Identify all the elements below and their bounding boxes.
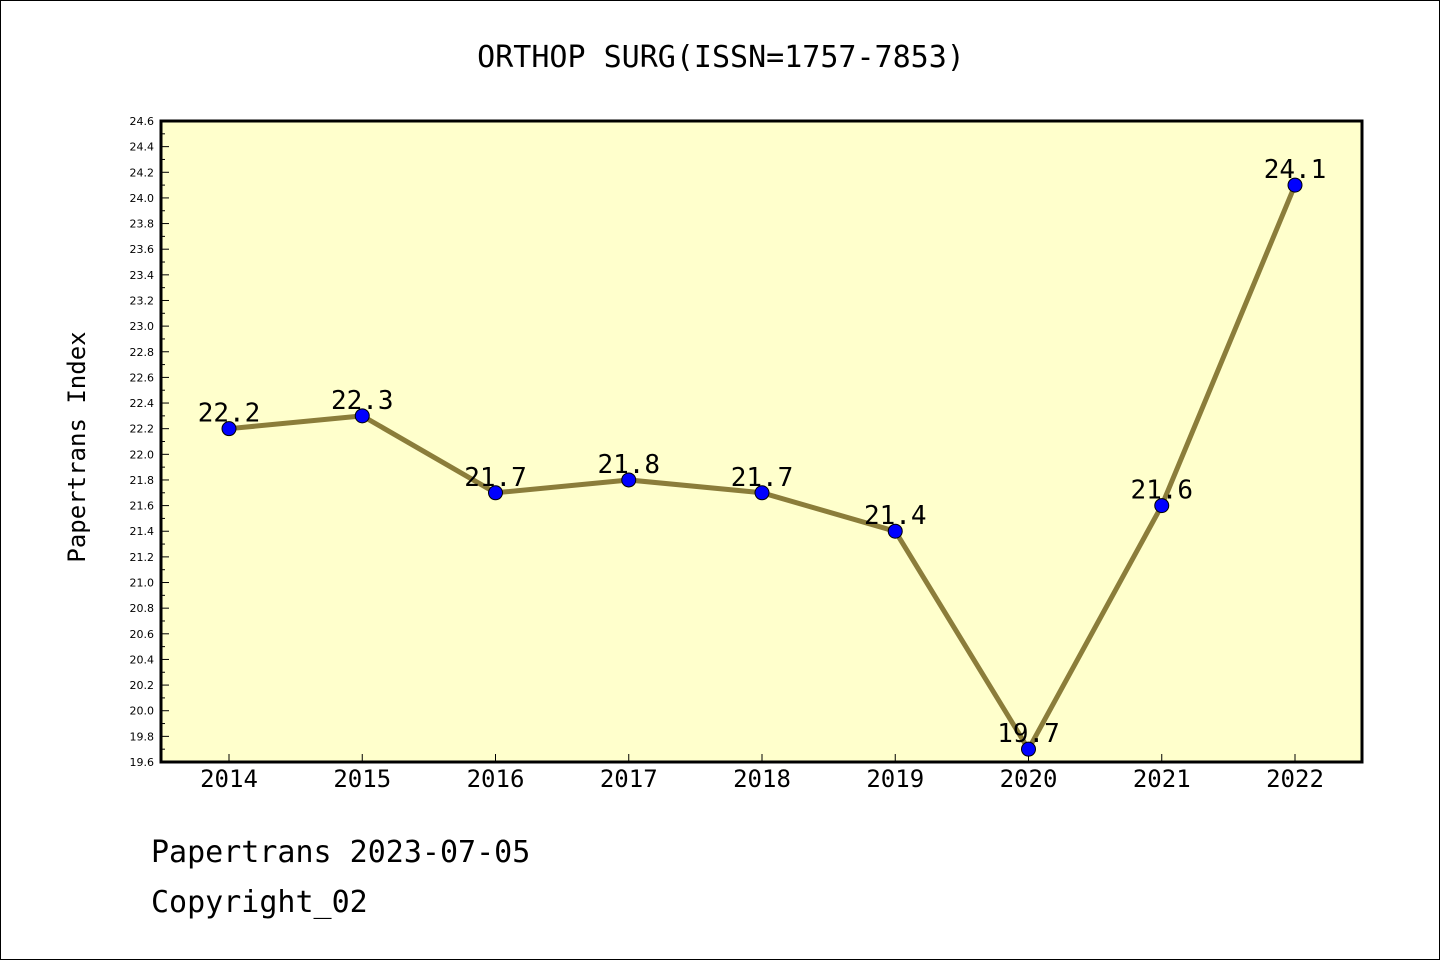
- x-tick-label: 2019: [866, 765, 924, 793]
- x-tick-label: 2015: [333, 765, 391, 793]
- data-label: 21.7: [464, 463, 527, 493]
- y-tick-label: 24.2: [130, 166, 155, 179]
- x-tick-label: 2021: [1133, 765, 1191, 793]
- y-tick-label: 20.6: [130, 628, 155, 641]
- x-tick-label: 2022: [1266, 765, 1324, 793]
- x-tick-label: 2016: [467, 765, 525, 793]
- y-tick-label: 21.6: [130, 500, 155, 513]
- x-tick-label: 2014: [200, 765, 258, 793]
- data-label: 21.4: [864, 501, 927, 531]
- data-point: [354, 408, 370, 424]
- x-tick-label: 2020: [1000, 765, 1058, 793]
- y-tick-label: 21.8: [130, 474, 155, 487]
- data-label: 22.3: [331, 386, 394, 416]
- data-label: 24.1: [1264, 155, 1327, 185]
- plot-area: [159, 119, 1364, 764]
- y-tick-label: 20.8: [130, 602, 155, 615]
- y-axis-label: Papertrans Index: [63, 331, 91, 562]
- data-point: [887, 523, 903, 539]
- data-label: 22.2: [198, 399, 261, 429]
- x-axis-ticks: 2014 2015 2016 2017 2018 2019 2020 2021 2022: [200, 754, 1324, 793]
- y-tick-label: 19.8: [130, 730, 155, 743]
- data-markers: [221, 177, 1303, 757]
- y-tick-label: 24.6: [130, 115, 155, 128]
- data-label: 21.7: [731, 463, 794, 493]
- y-tick-label: 20.0: [130, 705, 155, 718]
- data-label: 21.8: [597, 450, 660, 480]
- y-tick-label: 22.2: [130, 423, 155, 436]
- data-label: 21.6: [1130, 476, 1193, 506]
- y-tick-label: 22.8: [130, 346, 155, 359]
- data-point: [221, 421, 237, 437]
- y-tick-label: 19.6: [130, 756, 155, 769]
- data-point: [754, 485, 770, 501]
- footer-date-line: Papertrans 2023-07-05: [151, 835, 531, 870]
- x-tick-label: 2017: [600, 765, 658, 793]
- data-point: [488, 485, 503, 501]
- data-label: 19.7: [997, 719, 1060, 749]
- y-tick-label: 24.0: [130, 192, 155, 205]
- y-tick-label: 23.6: [130, 243, 155, 256]
- y-tick-label: 23.4: [130, 269, 155, 282]
- y-tick-label: 23.0: [130, 320, 155, 333]
- y-tick-label: 22.6: [130, 371, 155, 384]
- y-axis-ticks: 19.6 19.8 20.0 20.2 20.4 20.6 20.8 21.0 21.2 21.4…: [130, 115, 169, 769]
- y-tick-label: 22.4: [130, 397, 155, 410]
- y-tick-label: 23.2: [130, 294, 155, 307]
- y-tick-label: 24.4: [130, 141, 155, 154]
- data-point: [1154, 498, 1170, 514]
- chart-title: ORTHOP SURG(ISSN=1757-7853): [477, 40, 965, 75]
- data-labels: 22.2 22.3 21.7 21.8 21.7 21.4 19.7 21.6 24.1: [198, 155, 1327, 749]
- data-point: [621, 472, 637, 488]
- x-tick-label: 2018: [733, 765, 791, 793]
- data-point: [1021, 741, 1036, 757]
- y-tick-label: 21.2: [130, 551, 155, 564]
- y-tick-label: 20.2: [130, 679, 155, 692]
- footer-copyright: Copyright_02: [151, 885, 368, 920]
- data-point: [1287, 177, 1303, 193]
- y-tick-label: 21.0: [130, 577, 155, 590]
- y-tick-label: 23.8: [130, 218, 155, 231]
- y-tick-label: 21.4: [130, 525, 155, 538]
- y-tick-label: 20.4: [130, 653, 155, 666]
- y-tick-label: 22.0: [130, 448, 155, 461]
